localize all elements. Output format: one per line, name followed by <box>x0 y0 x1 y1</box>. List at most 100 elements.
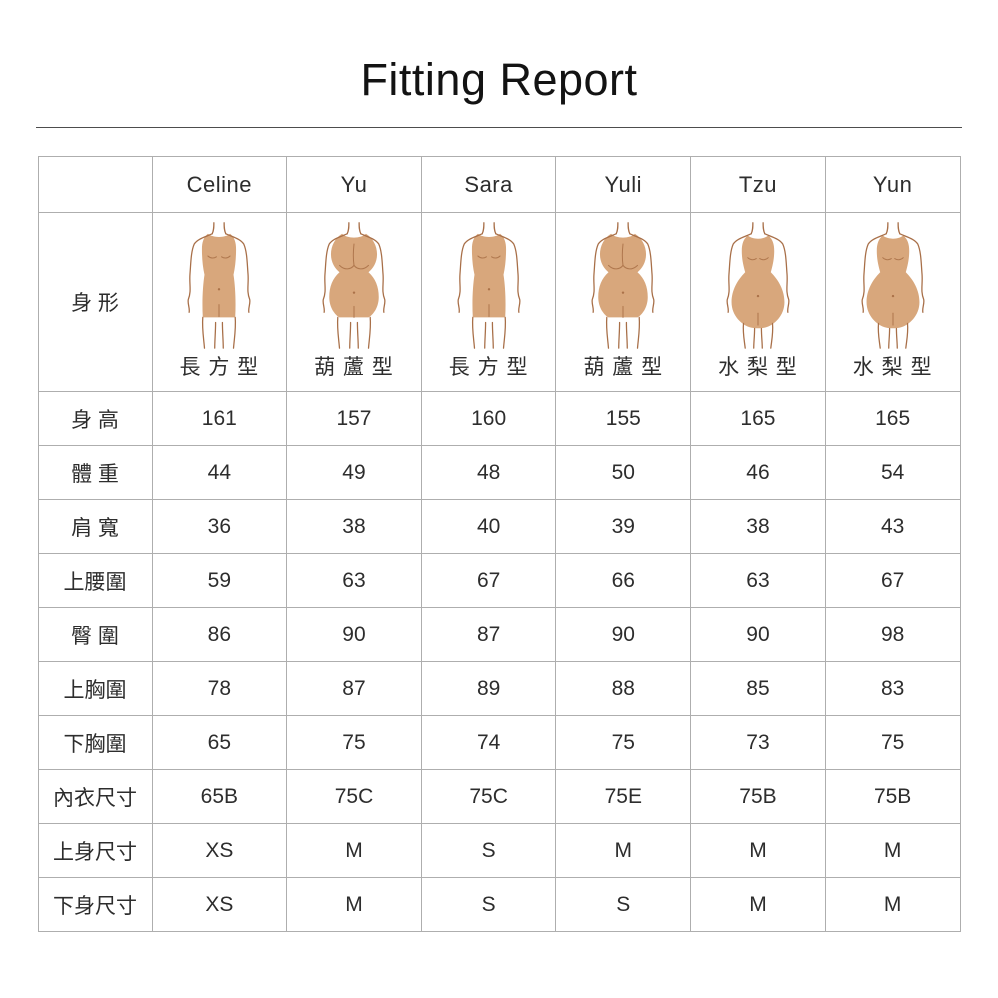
table-cell: 63 <box>286 553 422 608</box>
body-shape-row: 身 形 長 方 型 葫 蘆 型 長 方 型 葫 蘆 型 水 梨 型 <box>37 212 961 392</box>
row-label-hip: 臀 圍 <box>37 607 153 662</box>
row-label-weight: 體 重 <box>37 445 153 500</box>
hourglass-body-figure-icon <box>575 221 671 349</box>
table-cell: 157 <box>286 391 422 446</box>
table-cell: 66 <box>555 553 692 608</box>
table-cell: 40 <box>420 499 557 554</box>
table-cell: 38 <box>690 499 826 554</box>
table-cell: 161 <box>151 391 288 446</box>
table-cell: M <box>555 823 692 878</box>
shape-cell: 水 梨 型 <box>690 212 826 392</box>
table-cell: 86 <box>151 607 288 662</box>
table-cell: 39 <box>555 499 692 554</box>
table-cell: 155 <box>555 391 692 446</box>
table-cell: 73 <box>690 715 826 770</box>
table-cell: 90 <box>690 607 826 662</box>
member-header: Yuli <box>555 156 692 213</box>
fitting-table: Celine Yu Sara Yuli Tzu Yun 身 形 長 方 型 葫 … <box>37 156 961 932</box>
table-cell: 50 <box>555 445 692 500</box>
shape-label: 葫 蘆 型 <box>314 356 394 379</box>
shape-cell: 長 方 型 <box>151 212 288 392</box>
table-row-bra-size: 內衣尺寸 65B 75C 75C 75E 75B 75B <box>37 769 961 824</box>
table-cell: 165 <box>824 391 961 446</box>
shape-cell: 葫 蘆 型 <box>286 212 422 392</box>
shape-cell: 長 方 型 <box>420 212 557 392</box>
table-row-upper-waist: 上腰圍 59 63 67 66 63 67 <box>37 553 961 608</box>
page-title: Fitting Report <box>360 54 638 105</box>
shape-label: 水 梨 型 <box>718 356 798 379</box>
table-cell: S <box>420 877 557 932</box>
member-header: Yu <box>286 156 422 213</box>
table-cell: 75C <box>420 769 557 824</box>
table-cell: 46 <box>690 445 826 500</box>
row-label-top-size: 上身尺寸 <box>37 823 153 878</box>
table-cell: 75 <box>286 715 422 770</box>
table-cell: 75B <box>824 769 961 824</box>
corner-cell <box>37 156 153 213</box>
shape-label: 葫 蘆 型 <box>583 356 664 379</box>
table-cell: M <box>286 823 422 878</box>
table-cell: 78 <box>151 661 288 716</box>
table-cell: 87 <box>420 607 557 662</box>
table-cell: 75C <box>286 769 422 824</box>
row-label-under-bust: 下胸圍 <box>37 715 153 770</box>
table-row-shoulder-width: 肩 寬 36 38 40 39 38 43 <box>37 499 961 554</box>
table-row-hip: 臀 圍 86 90 87 90 90 98 <box>37 607 961 662</box>
table-cell: M <box>286 877 422 932</box>
table-row-bottom-size: 下身尺寸 XS M S S M M <box>37 877 961 932</box>
table-cell: 49 <box>286 445 422 500</box>
table-row-under-bust: 下胸圍 65 75 74 75 73 75 <box>37 715 961 770</box>
table-cell: 67 <box>824 553 961 608</box>
table-cell: M <box>690 823 826 878</box>
rectangle-body-figure-icon <box>171 221 267 349</box>
table-cell: 38 <box>286 499 422 554</box>
table-cell: 87 <box>286 661 422 716</box>
table-row-weight: 體 重 44 49 48 50 46 54 <box>37 445 961 500</box>
table-cell: 160 <box>420 391 557 446</box>
shape-cell: 葫 蘆 型 <box>555 212 692 392</box>
row-label-bottom-size: 下身尺寸 <box>37 877 153 932</box>
pear-body-figure-icon <box>710 221 806 349</box>
table-cell: 88 <box>555 661 692 716</box>
row-label-height: 身 高 <box>37 391 153 446</box>
row-label-body-shape: 身 形 <box>37 212 153 392</box>
member-header: Yun <box>824 156 961 213</box>
table-cell: 65 <box>151 715 288 770</box>
table-row-upper-bust: 上胸圍 78 87 89 88 85 83 <box>37 661 961 716</box>
hourglass-body-figure-icon <box>306 221 402 349</box>
table-cell: S <box>420 823 557 878</box>
table-cell: 98 <box>824 607 961 662</box>
table-cell: XS <box>151 823 288 878</box>
table-cell: 63 <box>690 553 826 608</box>
row-label-upper-bust: 上胸圍 <box>37 661 153 716</box>
row-label-shoulder-width: 肩 寬 <box>37 499 153 554</box>
table-cell: M <box>824 823 961 878</box>
table-row-top-size: 上身尺寸 XS M S M M M <box>37 823 961 878</box>
row-label-bra-size: 內衣尺寸 <box>37 769 153 824</box>
table-cell: 85 <box>690 661 826 716</box>
table-cell: 59 <box>151 553 288 608</box>
table-cell: 54 <box>824 445 961 500</box>
table-cell: 36 <box>151 499 288 554</box>
rectangle-body-figure-icon <box>441 221 537 349</box>
member-header: Celine <box>151 156 288 213</box>
row-label-upper-waist: 上腰圍 <box>37 553 153 608</box>
shape-label: 水 梨 型 <box>852 356 933 379</box>
table-cell: M <box>824 877 961 932</box>
table-cell: 83 <box>824 661 961 716</box>
table-cell: 90 <box>286 607 422 662</box>
table-cell: S <box>555 877 692 932</box>
table-cell: XS <box>151 877 288 932</box>
title-divider <box>36 127 962 128</box>
table-cell: 90 <box>555 607 692 662</box>
member-header: Tzu <box>690 156 826 213</box>
table-cell: 43 <box>824 499 961 554</box>
member-header-row: Celine Yu Sara Yuli Tzu Yun <box>37 156 961 213</box>
table-cell: 89 <box>420 661 557 716</box>
shape-label: 長 方 型 <box>448 356 529 379</box>
table-cell: 44 <box>151 445 288 500</box>
shape-label: 長 方 型 <box>179 356 260 379</box>
table-cell: 65B <box>151 769 288 824</box>
table-cell: 74 <box>420 715 557 770</box>
table-cell: 67 <box>420 553 557 608</box>
